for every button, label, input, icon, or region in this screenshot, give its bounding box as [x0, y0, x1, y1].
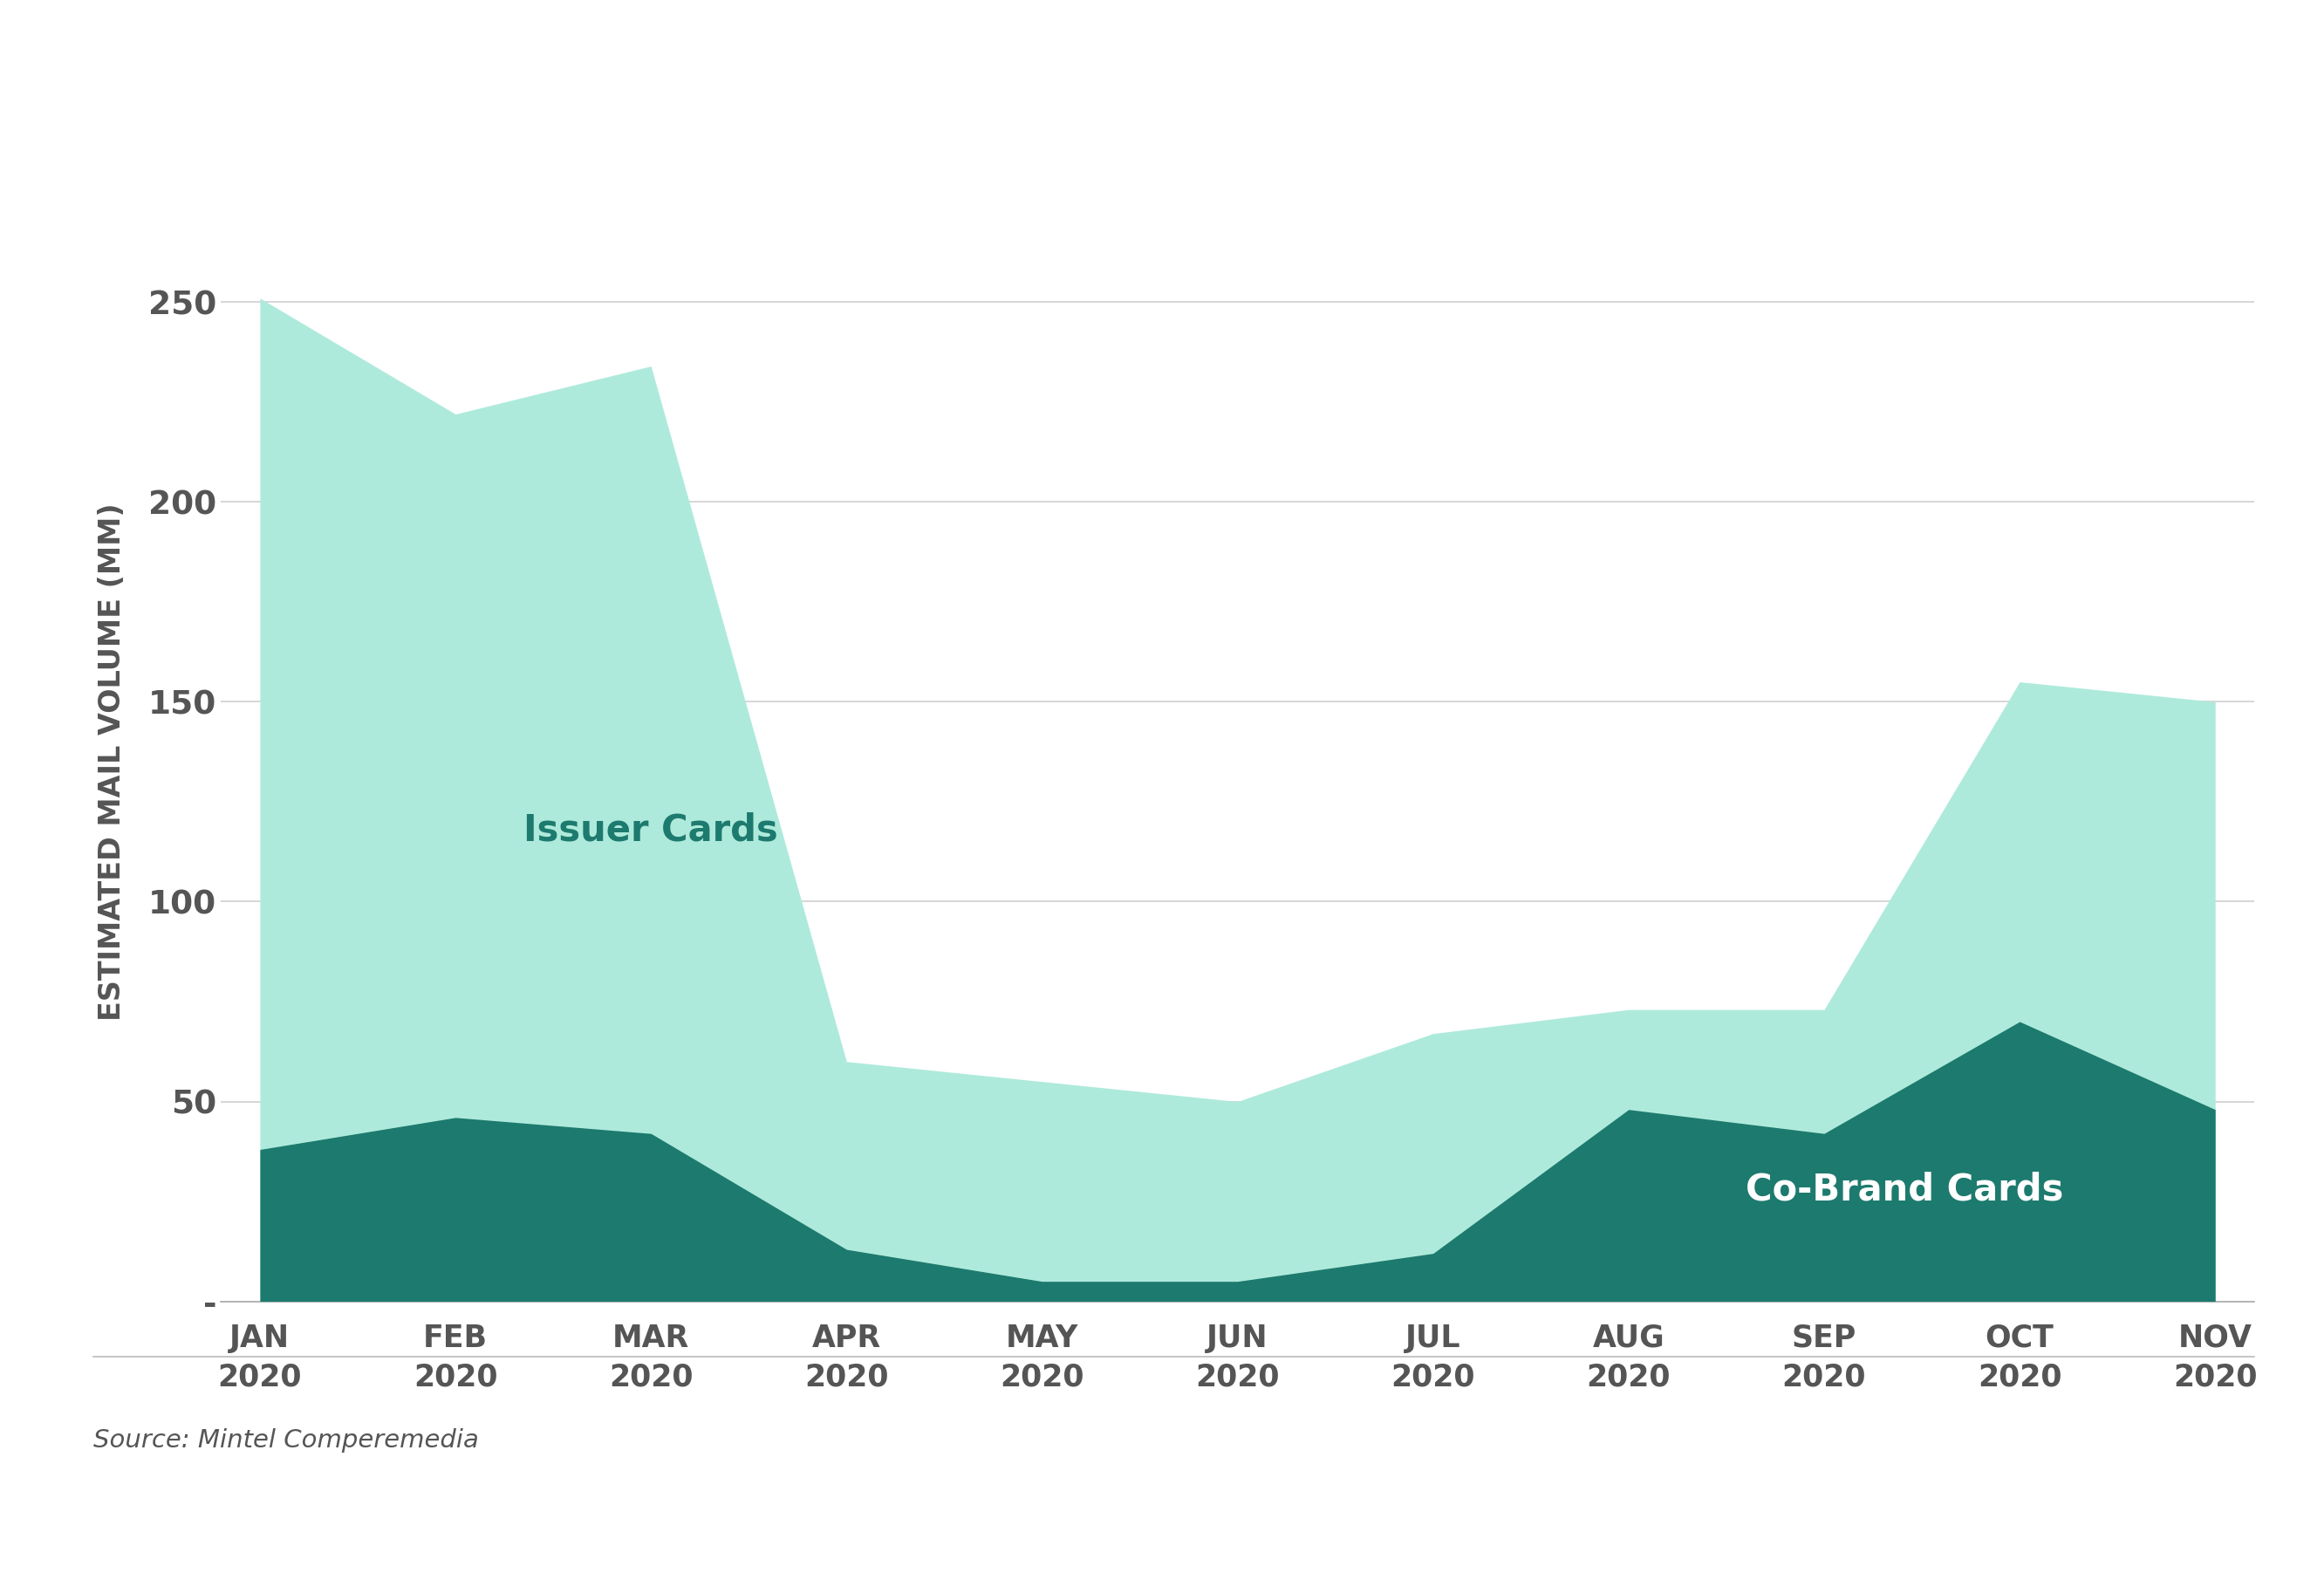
Y-axis label: ESTIMATED MAIL VOLUME (MM): ESTIMATED MAIL VOLUME (MM): [98, 503, 125, 1020]
Text: Issuer Cards: Issuer Cards: [523, 811, 779, 847]
Text: 2020 CREDIT CARD MAIL VOLUME - BY SEGMENT: 2020 CREDIT CARD MAIL VOLUME - BY SEGMEN…: [65, 57, 1713, 116]
Text: Co-Brand Cards: Co-Brand Cards: [1745, 1171, 2064, 1208]
Text: Source: Mintel Comperemedia: Source: Mintel Comperemedia: [93, 1428, 479, 1452]
